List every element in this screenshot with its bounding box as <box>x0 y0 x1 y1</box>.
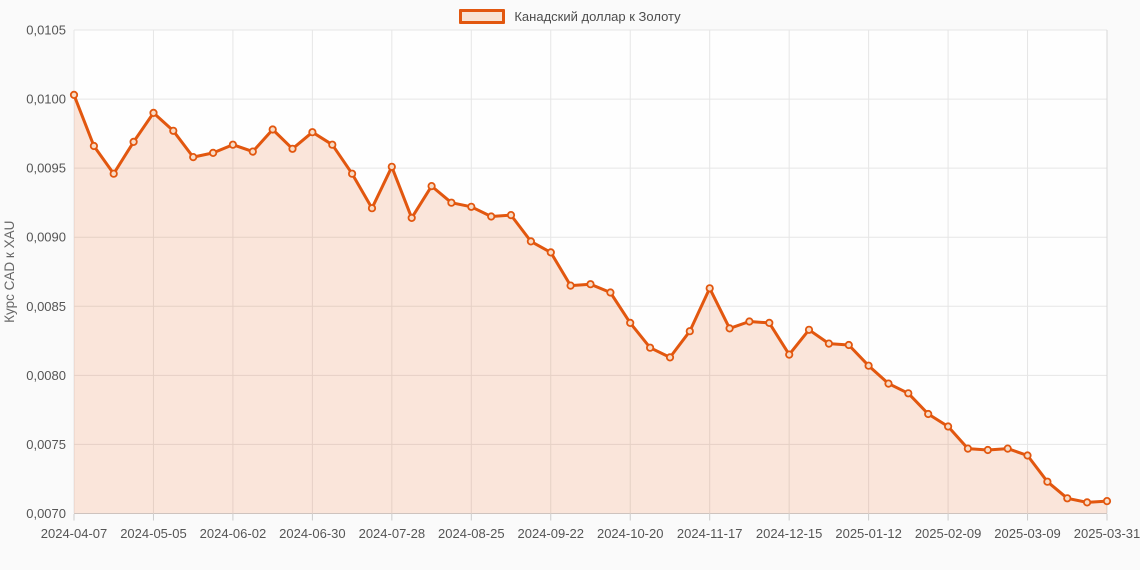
data-point[interactable] <box>1003 444 1012 453</box>
data-point[interactable] <box>288 144 297 153</box>
data-point[interactable] <box>487 212 496 221</box>
y-tick-label: 0,0090 <box>26 230 66 245</box>
x-tick-label: 2024-04-07 <box>41 526 108 541</box>
data-point[interactable] <box>1063 494 1072 503</box>
x-tick-label: 2024-12-15 <box>756 526 823 541</box>
series-area <box>74 94 1107 514</box>
y-tick-label: 0,0080 <box>26 368 66 383</box>
data-point[interactable] <box>467 202 476 211</box>
data-point[interactable] <box>566 281 575 290</box>
data-point[interactable] <box>506 211 516 220</box>
data-point[interactable] <box>189 153 198 162</box>
data-point[interactable] <box>943 422 953 431</box>
y-tick-label: 0,0095 <box>26 161 66 176</box>
x-tick-label: 2024-05-05 <box>120 526 187 541</box>
data-point[interactable] <box>765 318 774 327</box>
data-point[interactable] <box>427 182 436 191</box>
x-tick-label: 2024-08-25 <box>438 526 505 541</box>
x-tick-label: 2024-11-17 <box>677 526 743 541</box>
x-tick-label: 2025-02-09 <box>915 526 982 541</box>
data-point[interactable] <box>308 128 317 137</box>
data-point[interactable] <box>526 237 536 246</box>
data-point[interactable] <box>248 147 257 156</box>
data-point[interactable] <box>546 248 555 257</box>
y-axis-title: Курс CAD к XAU <box>2 221 17 323</box>
data-point[interactable] <box>606 288 615 297</box>
data-point[interactable] <box>665 353 675 362</box>
data-point[interactable] <box>685 327 694 336</box>
data-point[interactable] <box>129 137 138 146</box>
data-point[interactable] <box>844 340 853 350</box>
data-point[interactable] <box>149 108 158 118</box>
data-point[interactable] <box>268 125 277 134</box>
data-point[interactable] <box>209 148 218 157</box>
legend[interactable]: Канадский доллар к Золоту <box>0 5 1140 27</box>
x-tick-label: 2024-06-02 <box>200 526 267 541</box>
data-point[interactable] <box>725 324 734 333</box>
legend-swatch-icon <box>459 8 506 24</box>
data-point[interactable] <box>69 90 79 100</box>
y-tick-label: 0,0100 <box>26 92 66 107</box>
x-tick-label: 2025-03-31 <box>1074 526 1140 541</box>
x-tick-label: 2024-09-22 <box>518 526 585 541</box>
data-point[interactable] <box>983 445 992 455</box>
data-point[interactable] <box>407 213 416 222</box>
y-tick-label: 0,0075 <box>26 437 66 452</box>
data-point[interactable] <box>804 325 814 334</box>
legend-label: Канадский доллар к Золоту <box>514 8 681 24</box>
data-point[interactable] <box>1102 496 1112 506</box>
data-point[interactable] <box>924 409 933 419</box>
y-tick-label: 0,0070 <box>26 506 66 521</box>
x-tick-label: 2025-01-12 <box>835 526 902 541</box>
data-point[interactable] <box>864 361 873 370</box>
data-point[interactable] <box>367 204 377 213</box>
data-point[interactable] <box>387 162 396 171</box>
data-point[interactable] <box>169 126 178 135</box>
y-tick-label: 0,0085 <box>26 299 66 314</box>
data-point[interactable] <box>705 284 714 293</box>
data-point[interactable] <box>109 169 118 178</box>
data-point[interactable] <box>447 198 456 207</box>
x-tick-label: 2024-10-20 <box>597 526 664 541</box>
data-point[interactable] <box>884 379 893 388</box>
plot-area <box>74 30 1107 514</box>
x-tick-label: 2025-03-09 <box>994 526 1061 541</box>
data-point[interactable] <box>745 317 754 326</box>
data-point[interactable] <box>904 389 913 398</box>
data-point[interactable] <box>785 350 794 359</box>
data-point[interactable] <box>89 141 99 151</box>
data-point[interactable] <box>228 140 237 149</box>
data-point[interactable] <box>645 343 655 352</box>
data-point[interactable] <box>1083 498 1092 507</box>
data-point[interactable] <box>328 140 337 149</box>
data-point[interactable] <box>626 318 635 327</box>
data-point[interactable] <box>1023 451 1032 460</box>
y-tick-label: 0,0105 <box>26 23 66 38</box>
data-point[interactable] <box>347 169 357 178</box>
x-tick-label: 2024-07-28 <box>359 526 426 541</box>
data-point[interactable] <box>824 339 834 348</box>
x-tick-label: 2024-06-30 <box>279 526 346 541</box>
data-point[interactable] <box>586 280 595 289</box>
data-point[interactable] <box>963 444 973 453</box>
data-point[interactable] <box>1043 477 1052 486</box>
